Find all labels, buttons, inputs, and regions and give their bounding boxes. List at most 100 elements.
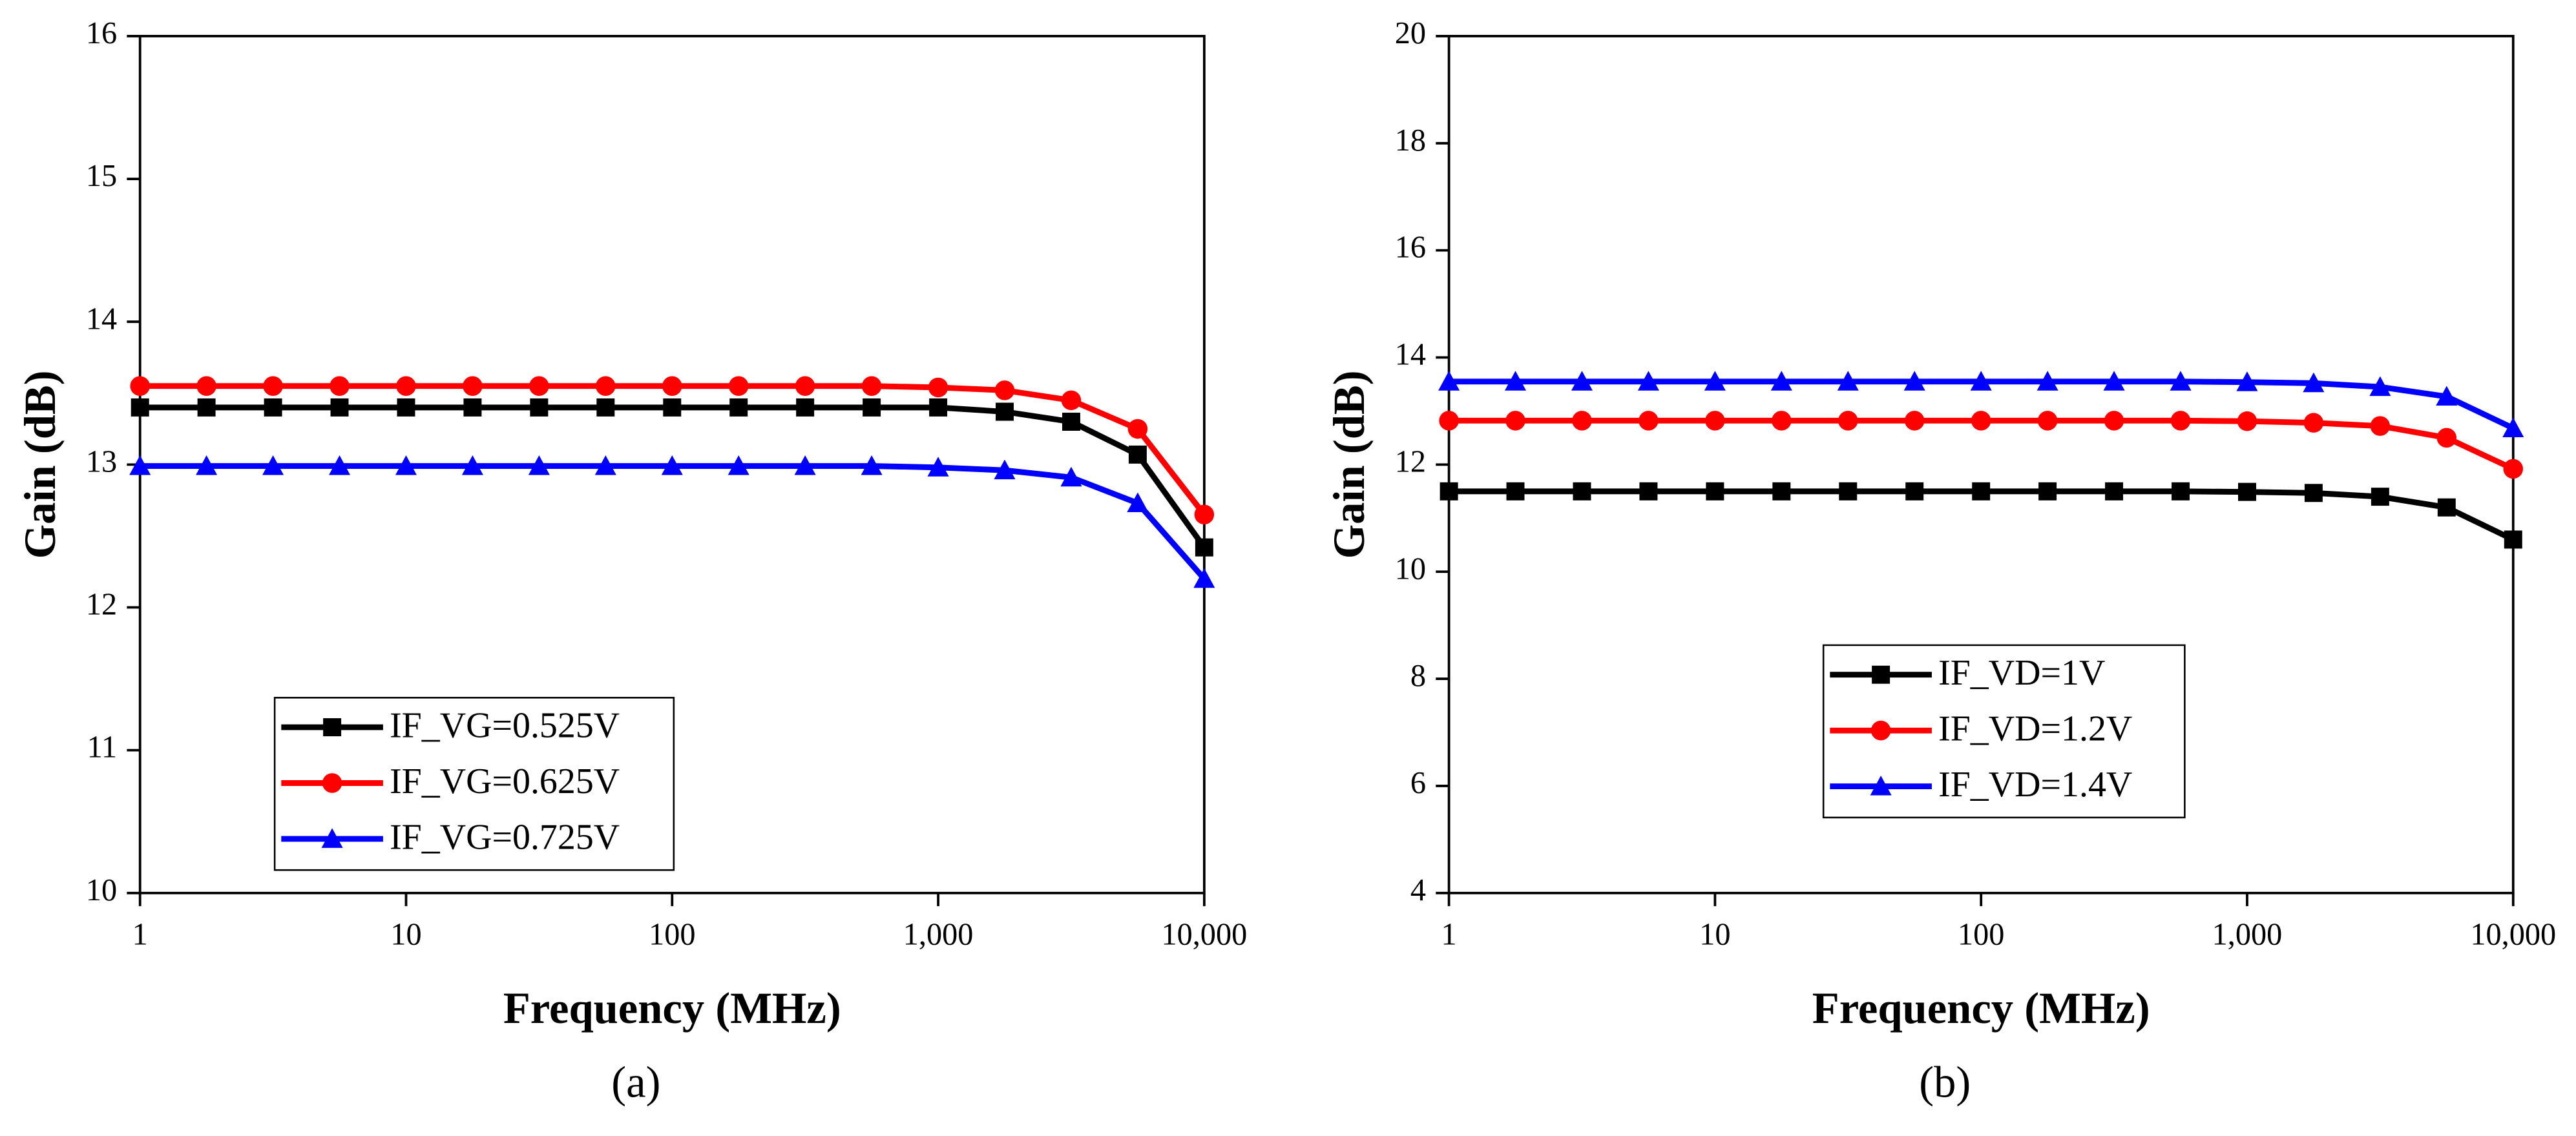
marker [528,455,550,475]
y-tick-label: 8 [1410,659,1426,693]
marker [1637,371,1659,391]
marker [1706,482,1724,501]
x-tick-label: 10 [390,918,421,952]
marker [927,457,949,477]
marker [1128,445,1147,464]
marker [1506,482,1525,501]
marker [596,376,616,396]
marker [130,376,150,396]
marker [1903,371,1925,391]
marker [2105,482,2124,501]
marker [463,398,482,417]
marker [1839,482,1858,501]
marker [2172,482,2190,501]
marker [395,455,417,475]
legend-label: IF_VD=1V [1938,653,2105,693]
x-tick-label: 100 [649,918,695,952]
marker [2037,371,2058,391]
legend-label: IF_VG=0.525V [390,705,620,745]
y-tick-label: 12 [1395,444,1426,479]
marker [794,455,816,475]
marker [861,455,883,475]
marker [330,398,349,417]
marker [2504,530,2522,549]
marker [1439,411,1459,431]
marker [196,455,218,475]
marker [1505,371,1527,391]
marker [2237,482,2256,501]
marker [1060,466,1082,487]
marker [728,376,749,396]
marker [1870,720,1891,741]
x-tick-label: 1 [132,918,148,952]
marker [594,455,616,475]
marker [1905,482,1924,501]
marker [1505,411,1525,431]
legend-label: IF_VD=1.4V [1938,765,2132,805]
marker [1062,413,1080,431]
x-tick-label: 10,000 [2470,918,2556,952]
y-tick-label: 11 [87,730,118,765]
marker [322,773,342,793]
marker [1904,411,1925,431]
marker [1440,482,1458,501]
x-axis-title: Frequency (MHz) [503,984,841,1033]
marker [463,376,483,396]
y-axis-title: Gain (dB) [1325,370,1374,559]
marker [2502,417,2524,437]
y-axis-title: Gain (dB) [16,370,65,559]
caption: (b) [1919,1057,1971,1106]
marker [661,455,683,475]
caption: (a) [611,1057,660,1106]
y-tick-label: 20 [1395,16,1426,50]
marker [1571,371,1593,391]
x-tick-label: 10 [1699,918,1730,952]
marker [1193,568,1215,588]
marker [2103,371,2125,391]
x-tick-label: 100 [1958,918,2004,952]
marker [461,455,483,475]
marker [262,455,284,475]
marker [2170,371,2192,391]
marker [2370,416,2391,436]
marker [1127,418,1148,439]
marker [796,398,815,417]
series-line [140,463,1207,581]
marker [1572,411,1592,431]
marker [929,398,948,417]
y-tick-label: 14 [86,302,117,336]
marker [2303,413,2324,433]
marker [2104,411,2124,431]
marker [863,398,881,417]
y-tick-label: 14 [1395,338,1426,372]
marker [1639,482,1658,501]
marker [861,376,882,396]
marker [263,376,283,396]
marker [197,398,216,417]
marker [1772,482,1791,501]
marker [1573,482,1591,501]
marker [1705,411,1725,431]
marker [662,376,682,396]
marker [530,398,549,417]
marker [1970,371,1992,391]
marker [329,455,351,475]
marker [1971,411,1991,431]
y-tick-label: 10 [1395,552,1426,586]
marker [928,377,948,398]
marker [1639,411,1659,431]
marker [1704,371,1726,391]
marker [330,376,350,396]
marker [1061,390,1082,411]
marker [397,398,415,417]
y-tick-label: 6 [1410,766,1426,800]
marker [996,402,1014,421]
marker [2369,376,2391,397]
x-tick-label: 1,000 [903,918,974,952]
marker [663,398,682,417]
marker [1837,371,1859,391]
y-tick-label: 16 [86,16,117,50]
